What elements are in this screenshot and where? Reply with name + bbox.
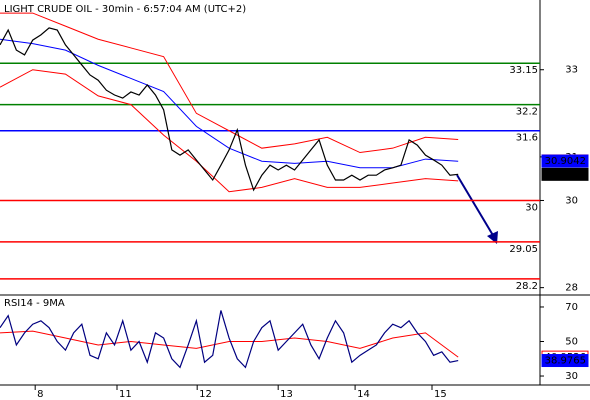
y-tick-label: 30	[565, 371, 578, 382]
level-label: 33.15	[509, 65, 538, 76]
value-tag	[541, 167, 589, 181]
level-label: 32.2	[516, 107, 538, 118]
value-tag	[541, 354, 589, 368]
overlay-line	[0, 12, 459, 154]
overlay-line	[0, 38, 459, 169]
value-tag-label: 38.9765	[545, 356, 586, 367]
value-tag-label: 30.9042	[545, 156, 586, 167]
y-tick-label: 70	[565, 302, 578, 313]
overlay-line	[0, 69, 459, 193]
x-tick-label: 12	[199, 389, 212, 400]
y-tick-label: 50	[565, 337, 578, 348]
level-label: 31.6	[516, 133, 538, 144]
arrow-head	[487, 231, 498, 244]
value-tag	[541, 154, 589, 168]
arrow-shaft	[456, 174, 495, 238]
x-tick-label: 11	[119, 389, 132, 400]
chart-title: LIGHT CRUDE OIL - 30min - 6:57:04 AM (UT…	[4, 4, 246, 15]
y-tick-label: 33	[565, 65, 578, 76]
value-tag-label: 30.6	[564, 169, 586, 180]
price-line	[0, 310, 459, 369]
y-tick-label: 30	[565, 195, 578, 206]
x-tick-label: 14	[357, 389, 370, 400]
panel-title: RSI14 - 9MA	[4, 298, 65, 309]
x-tick-label: 15	[434, 389, 447, 400]
level-label: 28.2	[516, 281, 538, 292]
level-label: 29.05	[509, 244, 538, 255]
x-tick-label: 13	[280, 389, 293, 400]
y-tick-label: 28	[565, 283, 578, 294]
x-tick-label: 8	[37, 389, 43, 400]
overlay-line	[0, 330, 459, 358]
price-line	[0, 27, 459, 192]
level-label: 30	[525, 202, 538, 213]
forecast-arrow	[456, 174, 498, 244]
